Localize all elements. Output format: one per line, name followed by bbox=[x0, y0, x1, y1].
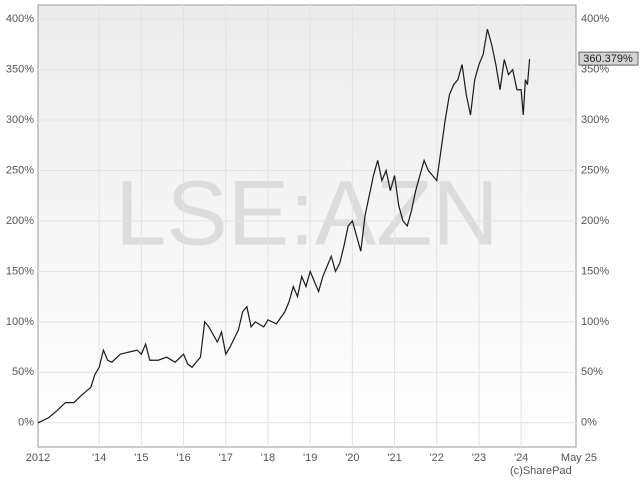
x-tick-label: '24 bbox=[514, 452, 528, 464]
y-tick-label: 100% bbox=[6, 316, 34, 328]
watermark: LSE:AZN bbox=[115, 162, 498, 264]
last-value-label: 360.379% bbox=[583, 53, 633, 65]
y-tick-label: 300% bbox=[6, 114, 34, 126]
y2-tick-label: 50% bbox=[581, 366, 603, 378]
y-tick-label: 150% bbox=[6, 265, 34, 277]
x-tick-label: '23 bbox=[472, 452, 486, 464]
y-tick-label: 250% bbox=[6, 164, 34, 176]
x-tick-label: '18 bbox=[261, 452, 275, 464]
x-tick-label: '22 bbox=[430, 452, 444, 464]
x-tick-label: '21 bbox=[387, 452, 401, 464]
last-value-box bbox=[578, 51, 639, 66]
y-tick-label: 0% bbox=[18, 417, 34, 429]
x-tick-label: May 25 bbox=[561, 452, 597, 464]
y2-tick-label: 250% bbox=[581, 164, 609, 176]
x-tick-label: '16 bbox=[176, 452, 190, 464]
y-tick-label: 350% bbox=[6, 63, 34, 75]
y2-tick-label: 0% bbox=[581, 417, 597, 429]
copyright: (c)SharePad bbox=[510, 465, 572, 477]
y-tick-label: 200% bbox=[6, 215, 34, 227]
x-tick-label: '17 bbox=[219, 452, 233, 464]
plot-area bbox=[37, 4, 577, 448]
y-tick-label: 400% bbox=[6, 13, 34, 25]
y2-tick-label: 350% bbox=[581, 63, 609, 75]
x-tick-label: 2012 bbox=[26, 452, 50, 464]
price-line bbox=[37, 29, 531, 424]
x-tick-label: '15 bbox=[134, 452, 148, 464]
x-tick-label: '19 bbox=[303, 452, 317, 464]
y2-tick-label: 150% bbox=[581, 265, 609, 277]
y2-tick-label: 300% bbox=[581, 114, 609, 126]
y-tick-label: 50% bbox=[12, 366, 34, 378]
y2-tick-label: 200% bbox=[581, 215, 609, 227]
x-tick-label: '20 bbox=[345, 452, 359, 464]
y2-tick-label: 400% bbox=[581, 13, 609, 25]
x-tick-label: '14 bbox=[92, 452, 106, 464]
y2-tick-label: 100% bbox=[581, 316, 609, 328]
